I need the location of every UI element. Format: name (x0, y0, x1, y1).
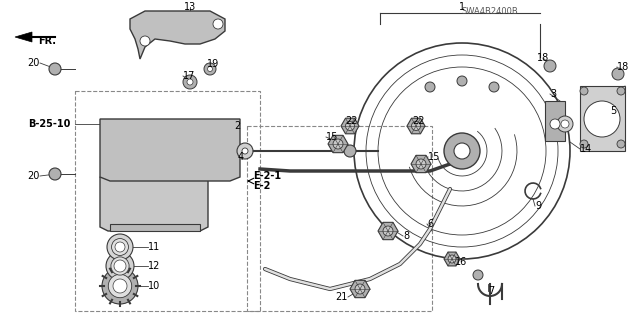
Text: E-2: E-2 (253, 181, 270, 191)
Circle shape (49, 168, 61, 180)
Bar (580, 86, 625, 151)
Circle shape (617, 140, 625, 148)
Polygon shape (444, 252, 460, 266)
Circle shape (49, 63, 61, 75)
Circle shape (140, 36, 150, 46)
Text: 12: 12 (148, 261, 161, 271)
Circle shape (333, 139, 343, 149)
Circle shape (580, 87, 588, 95)
Circle shape (416, 159, 426, 169)
Circle shape (561, 120, 569, 128)
Text: 11: 11 (148, 242, 160, 252)
Polygon shape (328, 135, 348, 153)
Text: 18: 18 (537, 53, 549, 63)
Polygon shape (341, 118, 359, 134)
Bar (75, 91, 260, 311)
Text: B-25-10: B-25-10 (28, 119, 70, 129)
Polygon shape (407, 118, 425, 134)
Circle shape (454, 143, 470, 159)
Text: 16: 16 (455, 257, 467, 267)
Bar (247, 126, 432, 311)
Circle shape (383, 226, 393, 236)
Text: 15: 15 (326, 132, 339, 142)
Text: 21: 21 (335, 292, 348, 302)
Circle shape (111, 239, 129, 256)
Polygon shape (350, 280, 370, 298)
Polygon shape (411, 155, 431, 173)
Polygon shape (100, 119, 240, 181)
Text: 15: 15 (428, 152, 440, 162)
Text: 6: 6 (427, 219, 433, 229)
Text: 22: 22 (345, 116, 358, 126)
Circle shape (580, 140, 588, 148)
Polygon shape (378, 222, 398, 240)
Polygon shape (545, 101, 565, 141)
Circle shape (106, 252, 134, 280)
Text: 17: 17 (183, 71, 195, 81)
Circle shape (108, 274, 132, 298)
Text: 7: 7 (488, 286, 494, 296)
Text: 2: 2 (234, 121, 240, 131)
Circle shape (187, 79, 193, 85)
Circle shape (113, 279, 127, 293)
Circle shape (557, 116, 573, 132)
Circle shape (344, 145, 356, 157)
Text: 20: 20 (28, 58, 40, 68)
Circle shape (111, 257, 129, 275)
Circle shape (346, 122, 355, 130)
Circle shape (584, 101, 620, 137)
Circle shape (550, 119, 560, 129)
Circle shape (237, 143, 253, 159)
Circle shape (473, 270, 483, 280)
Circle shape (612, 68, 624, 80)
Circle shape (412, 122, 420, 130)
Text: 8: 8 (403, 231, 409, 241)
Text: 10: 10 (148, 281, 160, 291)
Circle shape (444, 133, 480, 169)
Circle shape (355, 284, 365, 294)
Circle shape (457, 76, 467, 86)
Circle shape (115, 242, 125, 252)
Text: 22: 22 (412, 116, 424, 126)
Circle shape (448, 255, 456, 263)
Circle shape (489, 82, 499, 92)
Text: 14: 14 (580, 144, 592, 154)
Polygon shape (15, 32, 32, 42)
Circle shape (107, 234, 133, 260)
Polygon shape (130, 11, 225, 59)
Circle shape (183, 75, 197, 89)
Circle shape (102, 268, 138, 304)
Circle shape (213, 19, 223, 29)
Polygon shape (110, 224, 200, 231)
Text: FR.: FR. (38, 36, 56, 46)
Circle shape (207, 66, 212, 71)
Text: 18: 18 (617, 62, 629, 72)
Text: E-2-1: E-2-1 (253, 171, 281, 181)
Text: 20: 20 (28, 171, 40, 181)
Text: 1: 1 (459, 2, 465, 12)
Circle shape (242, 148, 248, 154)
Circle shape (204, 63, 216, 75)
Text: 19: 19 (207, 59, 220, 69)
Text: 13: 13 (184, 2, 196, 12)
Circle shape (425, 82, 435, 92)
Text: 5: 5 (610, 106, 616, 116)
Circle shape (114, 260, 126, 272)
Text: SWA4B2400B: SWA4B2400B (461, 6, 518, 16)
Text: 9: 9 (535, 201, 541, 211)
Circle shape (544, 60, 556, 72)
Text: 3: 3 (550, 89, 556, 99)
Polygon shape (100, 177, 208, 231)
Circle shape (617, 87, 625, 95)
Text: 4: 4 (238, 152, 244, 162)
